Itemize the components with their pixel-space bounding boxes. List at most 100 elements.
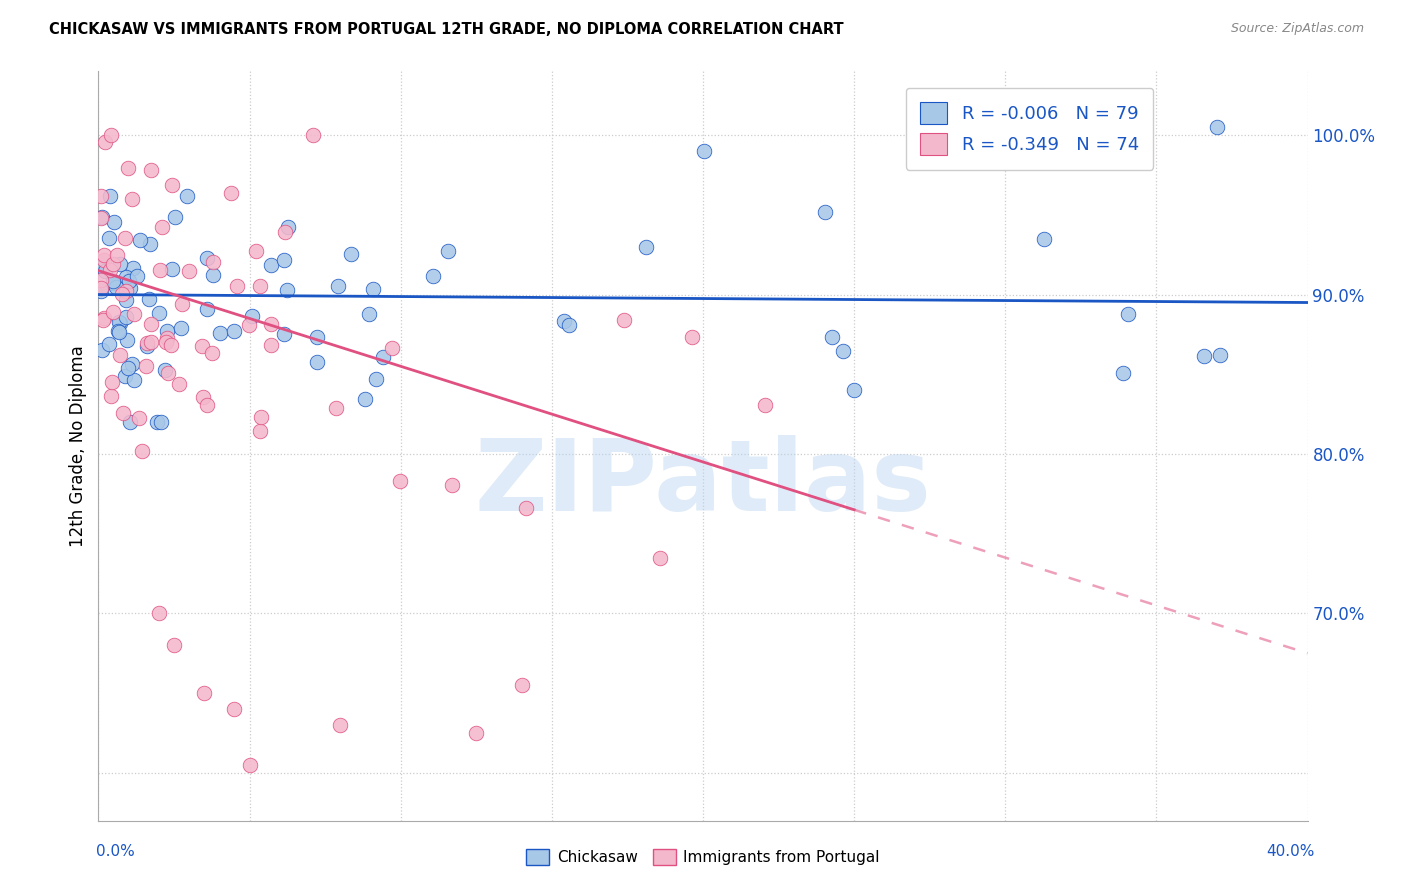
Point (118, 274, 141, 288)
Point (277, 219, 299, 234)
Point (821, 330, 844, 344)
Point (111, 406, 134, 420)
Point (139, 317, 162, 331)
Point (240, 309, 263, 323)
Point (90, 260, 112, 275)
Point (366, 372, 388, 386)
Point (108, 325, 131, 339)
Point (693, 144, 716, 158)
Point (515, 500, 537, 515)
Point (101, 256, 124, 270)
Point (101, 274, 124, 288)
Point (125, 268, 148, 283)
Point (260, 317, 283, 331)
Point (121, 357, 143, 371)
Point (176, 189, 198, 203)
Point (131, 444, 153, 458)
Point (1208, 348, 1230, 362)
Point (124, 373, 146, 387)
Point (91, 343, 114, 358)
Point (159, 337, 181, 351)
Point (832, 344, 855, 359)
Point (128, 411, 150, 425)
Point (114, 369, 136, 384)
Point (121, 192, 143, 206)
Point (135, 359, 157, 373)
Point (105, 248, 128, 262)
Text: ZIPatlas: ZIPatlas (475, 435, 931, 532)
Point (117, 361, 139, 376)
Point (90, 280, 112, 294)
Point (114, 231, 136, 245)
Point (613, 313, 636, 327)
Point (260, 258, 283, 272)
Point (104, 280, 127, 294)
Point (1116, 307, 1139, 321)
Point (97, 231, 120, 245)
Point (90, 210, 112, 224)
Point (325, 401, 347, 416)
Point (301, 128, 323, 142)
Point (170, 321, 193, 335)
Point (238, 318, 260, 332)
Point (93, 247, 115, 261)
Point (90, 273, 112, 287)
Point (115, 284, 138, 298)
Point (249, 278, 271, 293)
Point (195, 399, 218, 413)
Point (260, 338, 283, 352)
Point (107, 324, 129, 338)
Point (115, 310, 138, 325)
Point (98, 336, 121, 351)
Point (245, 244, 267, 258)
Point (224, 324, 246, 338)
Point (339, 247, 361, 261)
Point (510, 678, 533, 692)
Point (129, 234, 152, 248)
Point (307, 355, 329, 369)
Point (305, 330, 328, 344)
Point (202, 268, 225, 283)
Point (110, 286, 132, 301)
Point (274, 225, 297, 239)
Point (94, 264, 117, 278)
Point (273, 253, 295, 268)
Point (814, 204, 837, 219)
Point (141, 163, 163, 178)
Point (98, 263, 121, 277)
Point (156, 330, 179, 344)
Legend: Chickasaw, Immigrants from Portugal: Chickasaw, Immigrants from Portugal (520, 843, 886, 871)
Point (195, 251, 218, 265)
Point (1033, 232, 1056, 246)
Point (108, 348, 131, 362)
Point (114, 270, 136, 285)
Point (94, 135, 117, 149)
Text: 40.0%: 40.0% (1267, 845, 1315, 859)
Point (276, 283, 298, 297)
Point (558, 318, 581, 332)
Point (90, 211, 112, 225)
Point (465, 726, 488, 740)
Point (117, 161, 139, 175)
Point (329, 718, 352, 732)
Point (250, 410, 273, 425)
Point (163, 210, 186, 224)
Point (172, 297, 194, 311)
Point (122, 260, 145, 275)
Point (1192, 349, 1215, 363)
Point (150, 415, 173, 429)
Point (93, 310, 115, 325)
Point (1111, 366, 1133, 380)
Point (90, 284, 112, 298)
Point (101, 276, 124, 290)
Point (91, 313, 114, 327)
Point (139, 237, 162, 252)
Point (103, 215, 125, 229)
Point (122, 307, 145, 321)
Text: 0.0%: 0.0% (96, 845, 135, 859)
Point (100, 389, 122, 403)
Point (136, 339, 159, 353)
Point (108, 317, 131, 331)
Point (371, 350, 394, 364)
Point (114, 293, 136, 308)
